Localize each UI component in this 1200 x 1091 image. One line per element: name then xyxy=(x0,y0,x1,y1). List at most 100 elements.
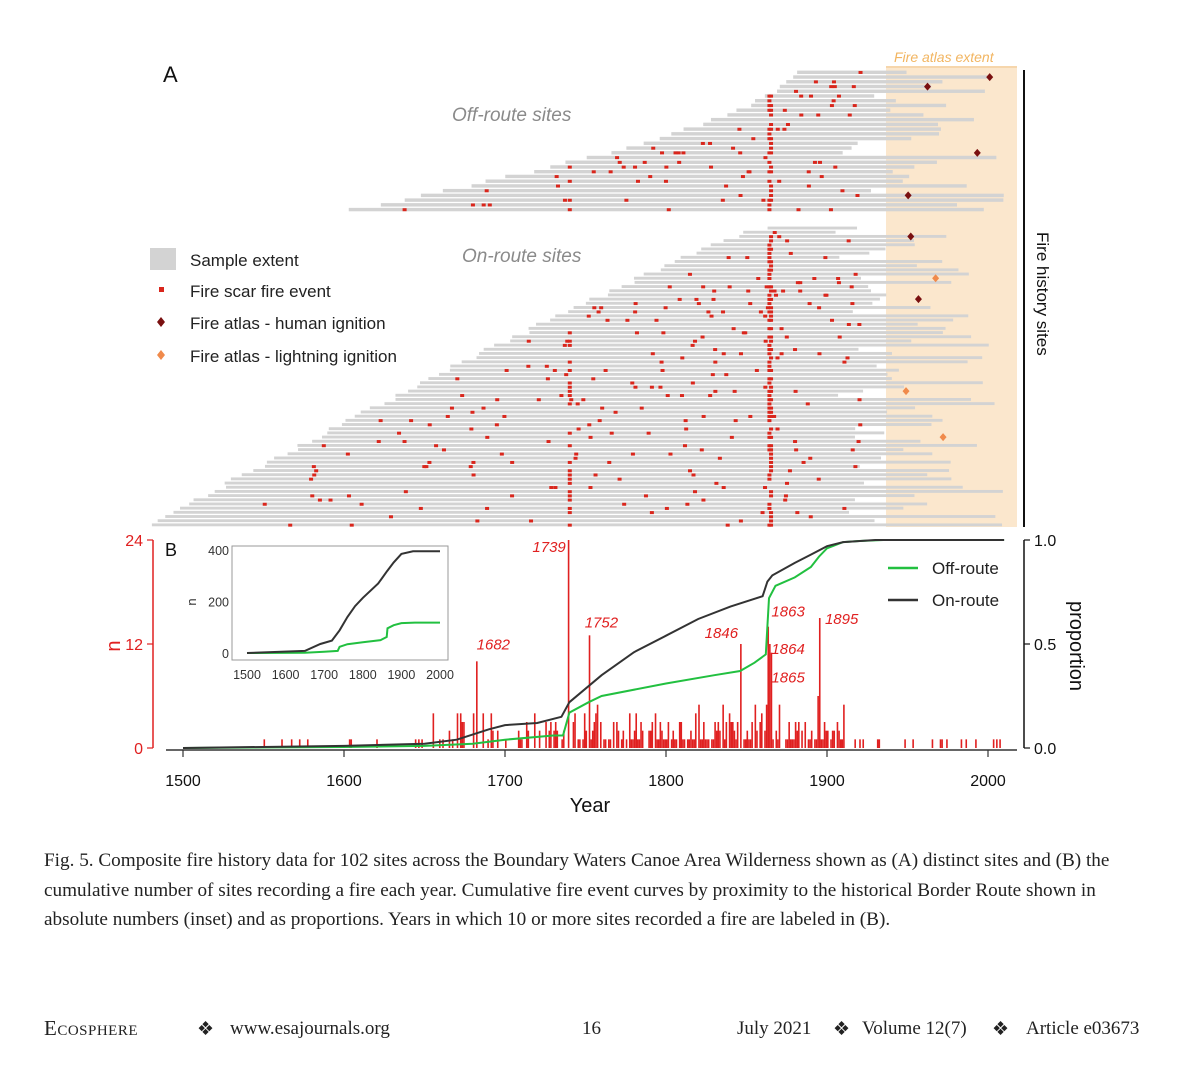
fire-scar-event xyxy=(576,427,581,431)
annual-fire-count-bar xyxy=(798,722,800,748)
fire-scar-event xyxy=(769,235,774,239)
fire-scar-event xyxy=(769,460,774,464)
fire-scar-event xyxy=(782,127,787,131)
fire-scar-event xyxy=(769,314,774,318)
labeled-year-1864: 1864 xyxy=(771,641,804,658)
fire-scar-event xyxy=(562,198,567,202)
journal-url-link[interactable]: www.esajournals.org xyxy=(230,1018,390,1039)
fire-scar-event xyxy=(567,469,572,473)
annual-fire-count-bar xyxy=(912,739,914,748)
fire-scar-event xyxy=(311,465,316,469)
fire-scar-event xyxy=(359,502,364,506)
fire-atlas-ignition xyxy=(932,274,940,283)
fire-scar-event xyxy=(746,289,751,293)
site-sample-extent-bar xyxy=(723,239,914,243)
fire-scar-event xyxy=(853,272,858,276)
fire-scar-event xyxy=(575,402,580,406)
fire-scar-event xyxy=(567,481,572,485)
site-sample-extent-bar xyxy=(633,276,861,280)
fire-scar-event xyxy=(767,251,772,255)
legend-off-route-label: Off-route xyxy=(932,559,999,578)
annual-fire-count-bar xyxy=(992,739,995,748)
site-sample-extent-bar xyxy=(485,179,903,183)
volume: Volume 12(7) xyxy=(862,1018,967,1039)
annual-fire-count-bar xyxy=(625,739,628,748)
fire-scar-event xyxy=(763,385,768,389)
annual-fire-count-bar xyxy=(733,730,736,748)
fire-scar-event xyxy=(427,460,432,464)
fire-scar-event xyxy=(708,394,713,398)
left-axis-tick-label: 12 xyxy=(125,637,143,654)
fire-scar-event xyxy=(831,99,836,103)
inset-x-tick-label: 1800 xyxy=(349,668,377,682)
site-sample-extent-bar xyxy=(680,255,840,259)
fire-scar-event xyxy=(345,452,350,456)
fire-scar-event xyxy=(660,151,665,155)
fire-scar-event xyxy=(559,394,564,398)
annual-fire-count-bars xyxy=(263,540,1001,748)
annual-fire-count-bar xyxy=(662,739,665,748)
site-sample-extent-bar xyxy=(471,184,967,188)
fire-scar-event xyxy=(748,414,753,418)
fire-scar-event xyxy=(764,285,769,289)
fire-scar-event xyxy=(310,494,315,498)
labeled-year-1752: 1752 xyxy=(585,614,619,631)
site-sample-extent-bar xyxy=(297,443,977,447)
fire-scar-event xyxy=(769,511,774,515)
fire-scar-event xyxy=(769,519,774,523)
fire-scar-event xyxy=(567,331,572,335)
annual-fire-count-bar xyxy=(567,540,570,748)
fire-scar-event xyxy=(763,156,768,160)
fire-scar-event xyxy=(836,94,841,98)
fire-scar-event xyxy=(767,243,772,247)
fire-scar-event xyxy=(713,348,718,352)
annual-fire-count-bar xyxy=(699,739,702,748)
fire-scar-event xyxy=(615,156,620,160)
fire-scar-event xyxy=(648,175,653,179)
x-axis-tick-label: 1700 xyxy=(487,773,523,790)
fire-scar-event xyxy=(621,165,626,169)
site-sample-extent-bar xyxy=(354,414,933,418)
fire-scar-event xyxy=(567,498,572,502)
annual-fire-count-bar xyxy=(527,730,530,748)
annual-fire-count-bar xyxy=(637,739,639,748)
fire-scar-event xyxy=(262,502,267,506)
x-axis-title: Year xyxy=(570,795,611,817)
fire-scar-event xyxy=(769,339,774,343)
site-sample-extent-bar xyxy=(157,519,875,523)
labeled-year-1739: 1739 xyxy=(532,539,566,556)
annual-fire-count-bar xyxy=(459,713,462,748)
fire-scar-event xyxy=(562,343,567,347)
site-sample-extent-bar xyxy=(224,481,864,485)
fire-scar-event xyxy=(573,456,578,460)
annual-fire-count-bar xyxy=(690,730,692,748)
fire-scar-event xyxy=(737,127,742,131)
labeled-fire-years: 1682 1739 1752 1846 1863 1864 1865 1895 xyxy=(477,539,859,687)
annual-fire-count-bar xyxy=(290,739,293,748)
fire-scar-event xyxy=(767,203,772,207)
annual-fire-count-bar xyxy=(476,661,478,748)
fire-scar-event xyxy=(787,469,792,473)
fire-scar-event xyxy=(851,85,856,89)
annual-fire-count-bar xyxy=(686,739,689,748)
annual-fire-count-bar xyxy=(553,730,555,748)
fire-scar-event xyxy=(817,306,822,310)
off-route-proportion-line xyxy=(182,539,1005,749)
fire-scar-event xyxy=(677,297,682,301)
fire-scar-event xyxy=(852,104,857,108)
fire-scar-event xyxy=(769,146,774,150)
fire-scar-event xyxy=(738,519,743,523)
legend-lightning-ignition-diamond xyxy=(157,350,165,360)
fire-scar-event xyxy=(663,306,668,310)
site-sample-extent-bar xyxy=(312,439,921,443)
fire-scar-event xyxy=(567,381,572,385)
fire-scar-event xyxy=(349,523,354,527)
fire-scar-event xyxy=(765,306,770,310)
fire-scar-event xyxy=(793,348,798,352)
site-sample-extent-bar xyxy=(736,108,891,112)
annual-fire-count-bar xyxy=(818,618,821,748)
fire-scar-event xyxy=(388,515,393,519)
annual-fire-count-bar xyxy=(492,730,494,748)
fire-scar-event xyxy=(588,486,593,490)
fire-scar-event xyxy=(769,104,774,108)
